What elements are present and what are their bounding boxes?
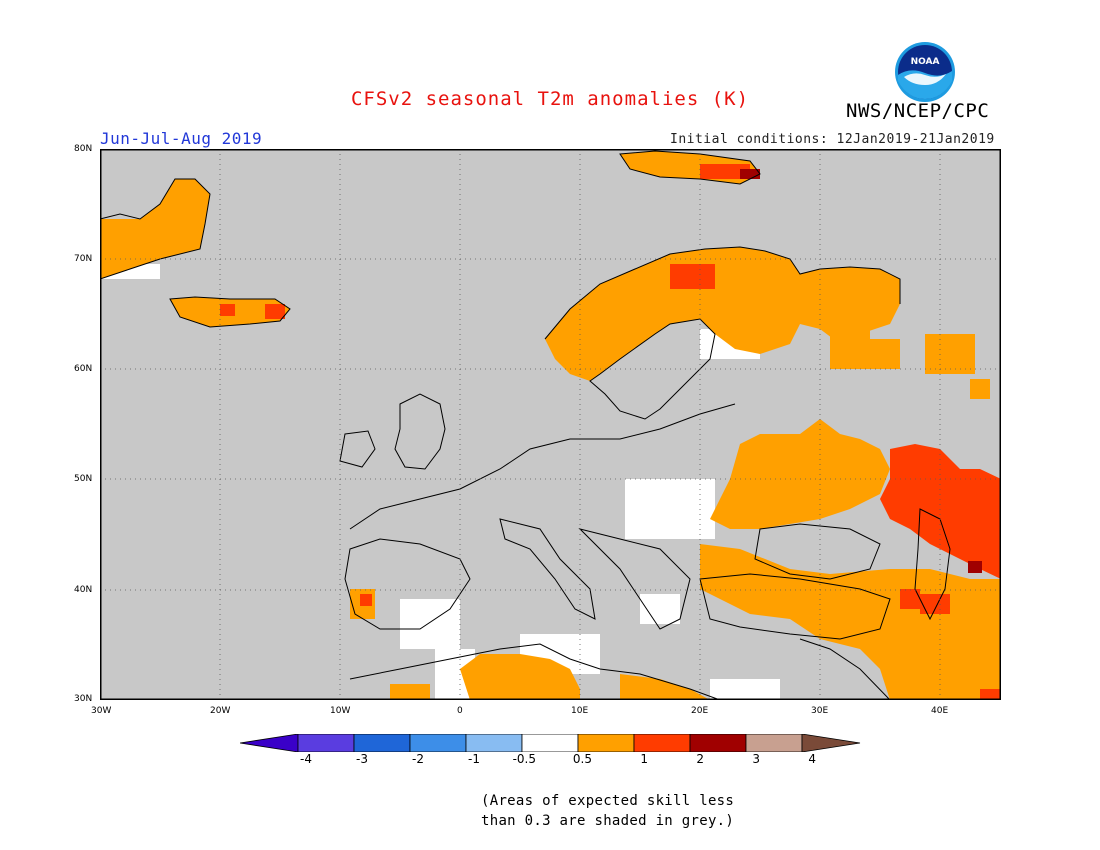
graticule: [100, 149, 1001, 700]
skill-footnote: (Areas of expected skill less than 0.3 a…: [481, 791, 734, 831]
colorbar-segment: [689, 733, 747, 753]
colorbar-segment: [409, 733, 467, 753]
coastlines: [99, 150, 951, 701]
lat-tick-70n: 70N: [74, 254, 93, 264]
strong-warm-anomaly-patches: [220, 164, 1001, 700]
lat-tick-80n: 80N: [74, 144, 93, 154]
colorbar-segment: [353, 733, 411, 753]
colorbar-tick-label: -2: [412, 752, 424, 766]
colorbar-max-arrow: [801, 733, 861, 753]
colorbar-segment: [745, 733, 803, 753]
forecast-period: Jun-Jul-Aug 2019: [100, 129, 263, 148]
colorbar-tick-label: -3: [356, 752, 368, 766]
colorbar-segment: [297, 733, 355, 753]
lon-tick-10e: 10E: [571, 706, 589, 716]
colorbar-tick-label: 2: [696, 752, 704, 766]
lon-tick-30e: 30E: [811, 706, 829, 716]
anomaly-map: [99, 149, 1001, 701]
skill-footnote-line1: (Areas of expected skill less: [481, 793, 735, 809]
lat-tick-30n: 30N: [74, 694, 93, 704]
lat-tick-60n: 60N: [74, 364, 93, 374]
colorbar: [239, 733, 862, 753]
lon-tick-20w: 20W: [210, 706, 231, 716]
lon-tick-20e: 20E: [691, 706, 709, 716]
lon-tick-10w: 10W: [330, 706, 351, 716]
very-strong-warm-anomaly-patches: [740, 169, 982, 573]
colorbar-tick-label: -4: [300, 752, 312, 766]
agency-label: NWS/NCEP/CPC: [846, 100, 990, 122]
svg-text:NOAA: NOAA: [911, 57, 940, 67]
colorbar-segment: [633, 733, 691, 753]
colorbar-segment: [465, 733, 523, 753]
lat-tick-40n: 40N: [74, 585, 93, 595]
lat-tick-50n: 50N: [74, 474, 93, 484]
colorbar-tick-label: -1: [468, 752, 480, 766]
colorbar-tick-label: 4: [808, 752, 816, 766]
colorbar-tick-label: -0.5: [512, 752, 536, 766]
skill-footnote-line2: than 0.3 are shaded in grey.): [481, 813, 735, 829]
colorbar-tick-label: 3: [752, 752, 760, 766]
noaa-logo: NOAA: [894, 41, 956, 103]
lon-tick-0: 0: [457, 706, 463, 716]
colorbar-min-arrow: [239, 733, 299, 753]
map-title: CFSv2 seasonal T2m anomalies (K): [350, 88, 750, 110]
lon-tick-40e: 40E: [931, 706, 949, 716]
colorbar-segment: [577, 733, 635, 753]
colorbar-tick-label: 1: [640, 752, 648, 766]
colorbar-segment: [521, 733, 579, 753]
lon-tick-30w: 30W: [91, 706, 112, 716]
colorbar-tick-label: 0.5: [572, 752, 592, 766]
initial-conditions: Initial conditions: 12Jan2019-21Jan2019: [670, 132, 995, 147]
